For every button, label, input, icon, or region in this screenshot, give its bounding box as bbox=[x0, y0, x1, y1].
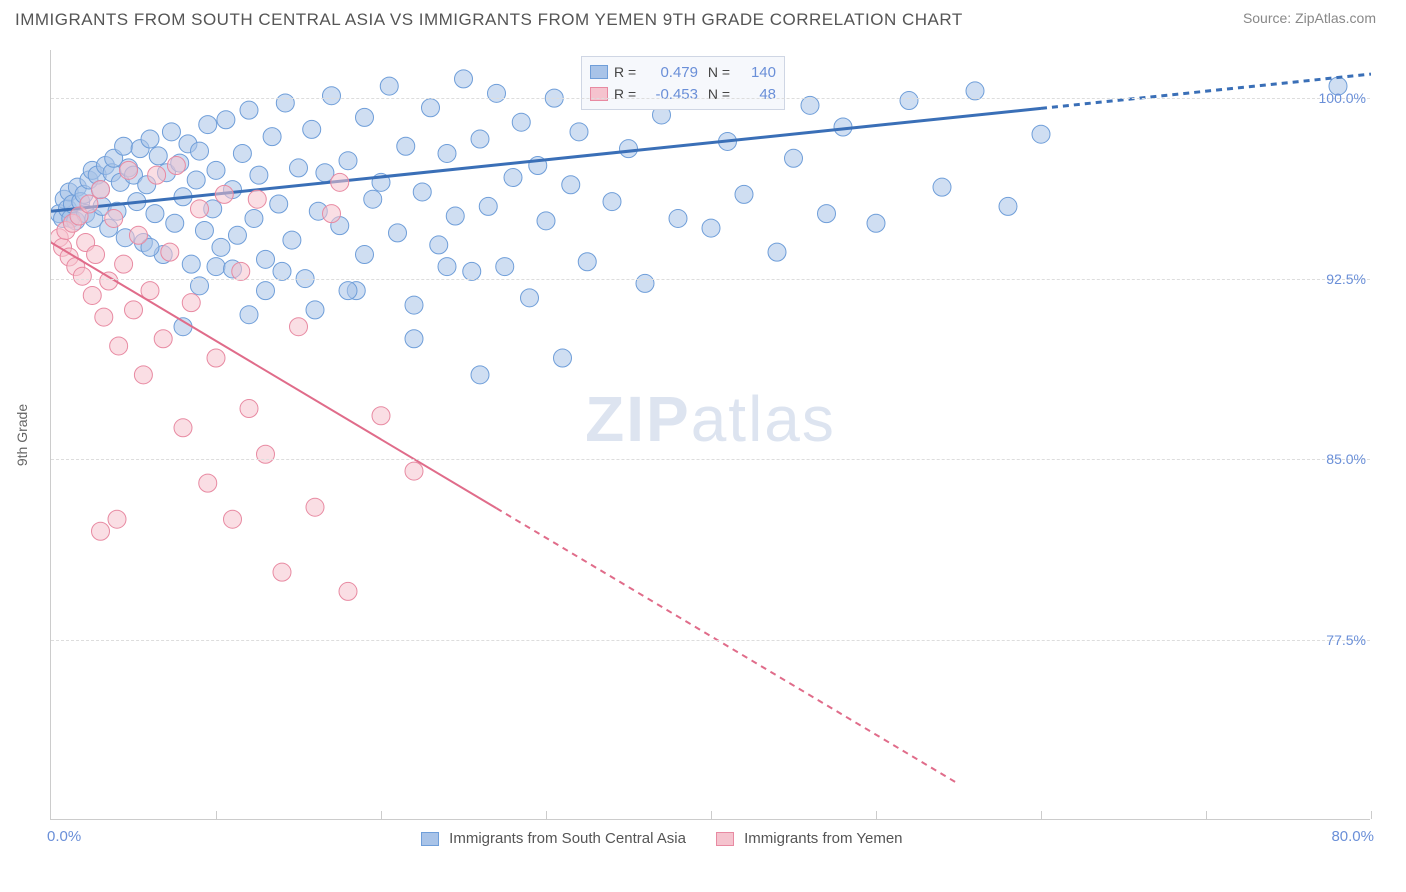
chart-area: 9th Grade ZIPatlas R = 0.479 N = 140 R =… bbox=[50, 50, 1370, 820]
legend-item-sca: Immigrants from South Central Asia bbox=[421, 830, 686, 847]
chart-header: IMMIGRANTS FROM SOUTH CENTRAL ASIA VS IM… bbox=[0, 0, 1406, 30]
y-tick-label: 77.5% bbox=[1326, 632, 1372, 648]
y-axis-label: 9th Grade bbox=[14, 404, 30, 466]
legend-swatch-sca bbox=[590, 65, 608, 79]
legend-row-yem: R = -0.453 N = 48 bbox=[590, 83, 776, 105]
legend-swatch-icon bbox=[421, 832, 439, 846]
legend-r-yem: -0.453 bbox=[646, 86, 698, 103]
x-tick-max: 80.0% bbox=[1331, 828, 1374, 845]
legend-swatch-icon bbox=[716, 832, 734, 846]
x-tick-min: 0.0% bbox=[47, 828, 81, 845]
plot-region: ZIPatlas R = 0.479 N = 140 R = -0.453 N … bbox=[50, 50, 1370, 820]
chart-title: IMMIGRANTS FROM SOUTH CENTRAL ASIA VS IM… bbox=[15, 10, 963, 30]
legend-r-sca: 0.479 bbox=[646, 64, 698, 81]
legend-item-yem: Immigrants from Yemen bbox=[716, 830, 903, 847]
y-tick-label: 92.5% bbox=[1326, 271, 1372, 287]
legend-n-sca: 140 bbox=[740, 64, 776, 81]
legend-n-yem: 48 bbox=[740, 86, 776, 103]
legend-row-sca: R = 0.479 N = 140 bbox=[590, 61, 776, 83]
y-tick-label: 85.0% bbox=[1326, 451, 1372, 467]
chart-source: Source: ZipAtlas.com bbox=[1243, 10, 1376, 26]
correlation-legend: R = 0.479 N = 140 R = -0.453 N = 48 bbox=[581, 56, 785, 110]
y-tick-label: 100.0% bbox=[1319, 90, 1372, 106]
chart-svg bbox=[51, 50, 1371, 820]
series-legend: Immigrants from South Central Asia Immig… bbox=[421, 830, 903, 847]
watermark: ZIPatlas bbox=[585, 382, 836, 456]
